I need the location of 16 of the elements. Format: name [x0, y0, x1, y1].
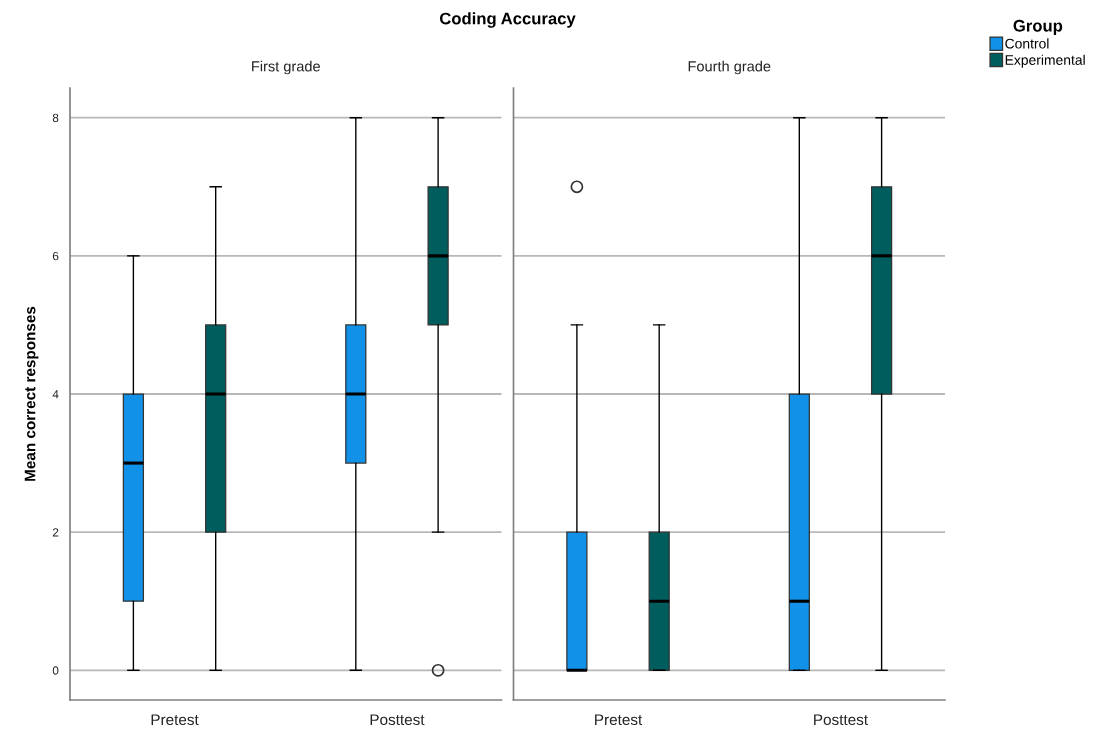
chart-subtitle: Fourth grade	[688, 60, 771, 75]
x-tick-label: Posttest	[814, 714, 868, 726]
y-tick-label: 0	[52, 666, 59, 675]
x-tick-label: Pretest	[595, 714, 643, 726]
legend-title: Group	[1013, 19, 1063, 35]
x-tick-label: Posttest	[370, 714, 425, 726]
y-tick-label: 8	[52, 113, 59, 123]
y-tick-label: 6	[52, 251, 59, 261]
y-tick-label: 2	[52, 528, 59, 537]
x-tick-label: Pretest	[151, 714, 199, 726]
chart-subtitle: First grade	[252, 60, 320, 75]
y-tick-label: 4	[52, 390, 59, 399]
chart-title: Coding Accuracy	[439, 12, 576, 28]
y-axis-title: Mean correct responses	[24, 306, 39, 481]
legend-label: Control	[1005, 38, 1049, 49]
legend-label: Experimental	[1005, 54, 1085, 68]
